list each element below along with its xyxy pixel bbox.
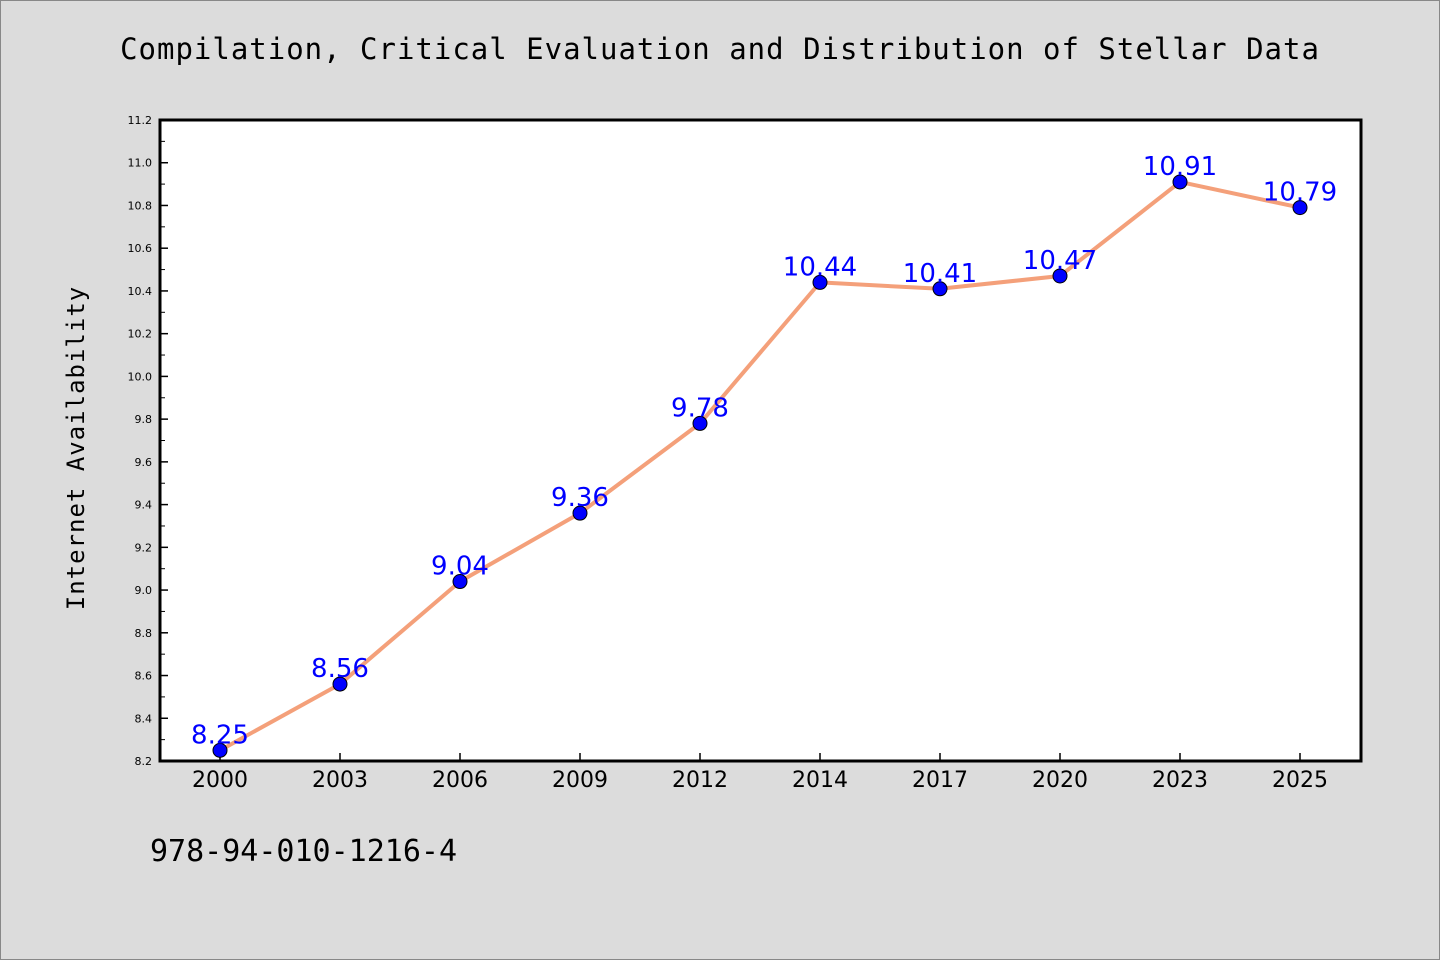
data-label: 10.91: [1143, 152, 1217, 182]
data-point: [692, 415, 708, 431]
y-tick-label: 10.4: [128, 285, 153, 298]
data-point: [932, 281, 948, 297]
y-tick-label: 9.0: [135, 584, 153, 597]
x-tick-label: 2014: [792, 768, 848, 793]
data-label: 10.79: [1263, 178, 1337, 208]
x-axis: 2000 2003 2006 2009 2012 2014 2017 2020 2023 2025: [192, 753, 1328, 793]
data-label: 10.41: [903, 259, 977, 289]
x-tick-label: 2020: [1032, 768, 1088, 793]
y-tick-label: 8.2: [135, 755, 153, 768]
x-tick-label: 2000: [192, 768, 248, 793]
chart-title: Compilation, Critical Evaluation and Dis…: [120, 32, 1320, 66]
x-tick-label: 2017: [912, 768, 968, 793]
data-point: [812, 274, 828, 290]
y-tick-label: 10.6: [128, 242, 153, 255]
y-tick-label: 9.4: [135, 499, 153, 512]
y-tick-label: 10.8: [128, 199, 153, 212]
data-point: [1052, 268, 1068, 284]
data-labels: 8.25 8.56 9.04 9.36 9.78 10.44 10.41 10.47 10.91…: [191, 152, 1337, 750]
y-tick-label: 10.0: [128, 370, 153, 383]
x-tick-label: 2009: [552, 768, 608, 793]
data-label: 8.25: [191, 720, 249, 750]
data-point: [1172, 174, 1188, 190]
data-points: [212, 174, 1308, 758]
x-tick-label: 2023: [1152, 768, 1208, 793]
data-label: 10.47: [1023, 246, 1097, 276]
data-label: 9.36: [551, 483, 609, 513]
x-tick-label: 2006: [432, 768, 488, 793]
data-point: [212, 742, 228, 758]
y-tick-label: 8.4: [135, 712, 153, 725]
data-point: [572, 505, 588, 521]
y-tick-label: 8.8: [135, 627, 153, 640]
data-label: 9.78: [671, 393, 729, 423]
data-point: [1292, 200, 1308, 216]
data-point: [332, 676, 348, 692]
data-label: 10.44: [783, 252, 857, 282]
y-tick-label: 9.6: [135, 456, 153, 469]
data-point: [452, 574, 468, 590]
footer-code: 978-94-010-1216-4: [150, 834, 458, 869]
data-label: 8.56: [311, 654, 369, 684]
y-tick-label: 10.2: [128, 328, 153, 341]
y-tick-label: 11.0: [128, 157, 153, 170]
x-tick-label: 2025: [1272, 768, 1328, 793]
x-tick-label: 2003: [312, 768, 368, 793]
y-tick-label: 9.8: [135, 413, 153, 426]
plot-area: [158, 118, 1363, 763]
x-tick-label: 2012: [672, 768, 728, 793]
series-line: [218, 179, 1302, 753]
y-tick-label: 8.6: [135, 670, 153, 683]
y-axis: 8.2 8.4 8.6 8.8 9.0 9.2 9.4 9.6 9.8 10.0 10.2 10.4 1…: [128, 114, 168, 768]
y-tick-label: 11.2: [128, 114, 153, 127]
data-label: 9.04: [431, 552, 489, 582]
y-tick-label: 9.2: [135, 541, 153, 554]
